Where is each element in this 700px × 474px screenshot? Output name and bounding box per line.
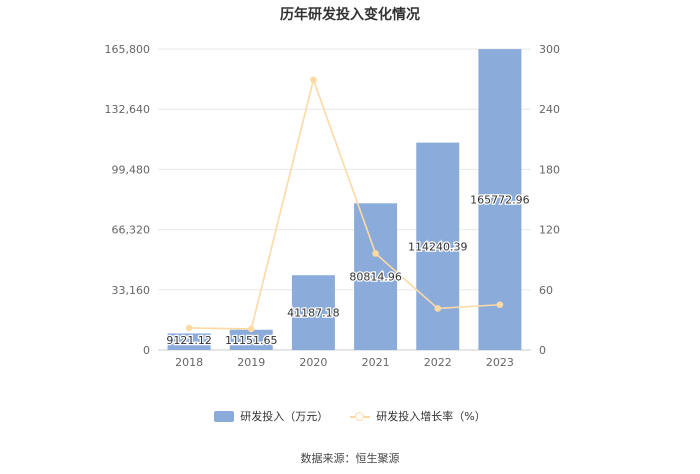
y-right-tick-label: 180 [539,163,560,176]
x-tick-label: 2021 [362,356,390,369]
growth-rate-point [372,250,379,257]
y-right-tick-label: 0 [539,344,546,357]
y-right-tick-label: 240 [539,103,560,116]
chart-canvas: 0 33,160 66,320 99,480 132,640 165,800 0 60 120… [105,43,561,369]
bar-data-label: 114240.39 [408,240,468,253]
x-tick-label: 2019 [237,356,265,369]
legend: 研发投入（万元） 研发投入增长率（%） [0,408,700,424]
x-tick-label: 2018 [175,356,203,369]
y-right-tick-label: 120 [539,224,560,237]
x-axis-ticks: 2018 2019 2020 2021 2022 2023 [175,356,514,369]
chart-title: 历年研发投入变化情况 [280,7,420,23]
data-source: 数据来源：恒生聚源 [300,452,400,465]
y-right-tick-label: 300 [539,43,560,56]
legend-line-swatch [350,411,371,422]
y-left-tick-label: 132,640 [105,103,151,116]
left-axis-ticks: 0 33,160 66,320 99,480 132,640 165,800 [105,43,151,357]
bar-series [167,49,522,350]
bar [478,49,522,350]
bar [416,142,460,350]
bar [354,203,398,350]
bar-data-label: 165772.96 [470,194,530,207]
y-left-tick-label: 99,480 [112,163,151,176]
bar [291,275,335,350]
right-axis-ticks: 0 60 120 180 240 300 [539,43,560,357]
y-left-tick-label: 66,320 [112,224,151,237]
growth-rate-point [247,325,255,333]
grid-lines [158,48,531,351]
y-left-tick-label: 165,800 [105,43,151,56]
line-series [185,76,504,333]
x-tick-label: 2020 [299,356,327,369]
bar-data-label: 41187.18 [287,307,340,320]
bar-data-label: 80814.96 [349,271,402,284]
legend-bar-swatch [214,410,235,422]
x-tick-label: 2022 [424,356,452,369]
legend-item-bar[interactable]: 研发投入（万元） [214,408,328,424]
growth-rate-point [185,324,193,332]
y-right-tick-label: 60 [539,284,553,297]
legend-label-bar: 研发投入（万元） [240,410,329,423]
legend-label-line: 研发投入增长率（%） [376,410,486,423]
growth-rate-point [434,305,442,312]
growth-rate-line [189,77,500,330]
bar [229,329,273,350]
x-tick-label: 2023 [486,356,514,369]
growth-rate-point [496,301,504,309]
y-left-tick-label: 33,160 [112,284,151,297]
bar-data-label: 11151.65 [225,334,278,347]
legend-item-line[interactable]: 研发投入增长率（%） [350,408,486,424]
bar [167,333,211,350]
y-left-tick-label: 0 [143,344,150,357]
bar-data-labels: 9121.12 11151.65 41187.18 80814.96 114240.39… [165,192,531,348]
growth-rate-point [310,76,317,84]
bar-data-label: 9121.12 [166,334,212,347]
